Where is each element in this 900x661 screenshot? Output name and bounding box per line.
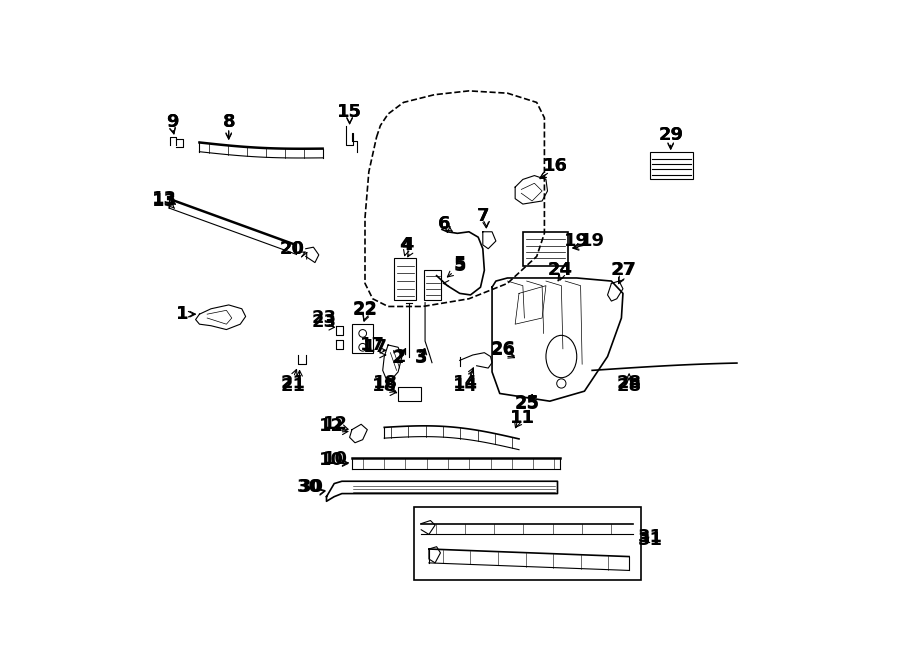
Text: 11: 11 xyxy=(510,409,536,427)
Text: 16: 16 xyxy=(543,157,568,175)
Text: 31: 31 xyxy=(638,531,663,549)
Text: 9: 9 xyxy=(166,112,179,131)
Text: 25: 25 xyxy=(514,395,539,413)
Text: 12: 12 xyxy=(320,417,345,435)
Text: 10: 10 xyxy=(322,450,347,468)
Text: 6: 6 xyxy=(438,215,451,233)
Text: 15: 15 xyxy=(338,102,362,121)
Text: 15: 15 xyxy=(338,102,362,121)
Text: 2: 2 xyxy=(392,349,404,367)
Text: 18: 18 xyxy=(372,377,397,395)
Text: 6: 6 xyxy=(438,215,451,233)
Text: 14: 14 xyxy=(453,377,478,395)
Text: 4: 4 xyxy=(401,236,414,254)
Text: 8: 8 xyxy=(222,112,235,131)
Text: 30: 30 xyxy=(297,479,322,496)
Text: 4: 4 xyxy=(400,236,412,254)
Text: 23: 23 xyxy=(311,309,337,327)
Text: 14: 14 xyxy=(453,375,478,393)
Text: 22: 22 xyxy=(353,300,377,318)
Text: 13: 13 xyxy=(152,192,177,210)
Bar xyxy=(523,232,568,266)
Text: 22: 22 xyxy=(353,301,377,319)
Text: 18: 18 xyxy=(374,375,399,393)
Bar xyxy=(413,507,641,580)
Bar xyxy=(398,387,421,401)
Text: 24: 24 xyxy=(547,261,572,280)
Text: 31: 31 xyxy=(638,529,663,547)
Text: 5: 5 xyxy=(454,255,466,273)
Text: 7: 7 xyxy=(477,208,489,225)
Text: 12: 12 xyxy=(322,415,347,433)
Text: 27: 27 xyxy=(610,261,635,280)
Bar xyxy=(650,153,693,179)
Text: 20: 20 xyxy=(279,240,304,258)
Text: 7: 7 xyxy=(477,208,489,225)
Text: 30: 30 xyxy=(299,479,324,496)
Text: 24: 24 xyxy=(547,261,572,280)
Text: 13: 13 xyxy=(152,190,177,208)
Text: 28: 28 xyxy=(616,377,642,395)
Text: 11: 11 xyxy=(510,409,536,427)
Text: 17: 17 xyxy=(363,338,388,356)
Text: 10: 10 xyxy=(320,451,345,469)
Text: 19: 19 xyxy=(564,232,590,250)
Bar xyxy=(352,324,374,354)
Text: 3: 3 xyxy=(415,349,428,367)
Text: 3: 3 xyxy=(415,348,428,366)
Text: 2: 2 xyxy=(393,348,406,366)
Bar xyxy=(424,270,441,299)
Text: 25: 25 xyxy=(514,394,539,412)
Text: 23: 23 xyxy=(311,313,337,331)
Text: 17: 17 xyxy=(360,336,385,354)
Text: 1: 1 xyxy=(176,305,189,323)
Text: 9: 9 xyxy=(166,112,179,131)
Text: 27: 27 xyxy=(612,261,637,280)
Text: 16: 16 xyxy=(543,157,568,175)
Text: 28: 28 xyxy=(616,375,642,393)
Text: 29: 29 xyxy=(658,126,683,143)
Text: 8: 8 xyxy=(222,112,235,131)
Text: 20: 20 xyxy=(279,240,304,258)
Text: 29: 29 xyxy=(658,126,683,143)
Text: 19: 19 xyxy=(580,232,605,250)
Text: 5: 5 xyxy=(454,256,466,275)
Text: 1: 1 xyxy=(176,305,189,323)
Text: 26: 26 xyxy=(491,340,516,358)
Text: 21: 21 xyxy=(281,377,306,395)
Text: 21: 21 xyxy=(281,375,306,393)
Text: 26: 26 xyxy=(491,341,516,360)
Bar xyxy=(394,258,416,300)
